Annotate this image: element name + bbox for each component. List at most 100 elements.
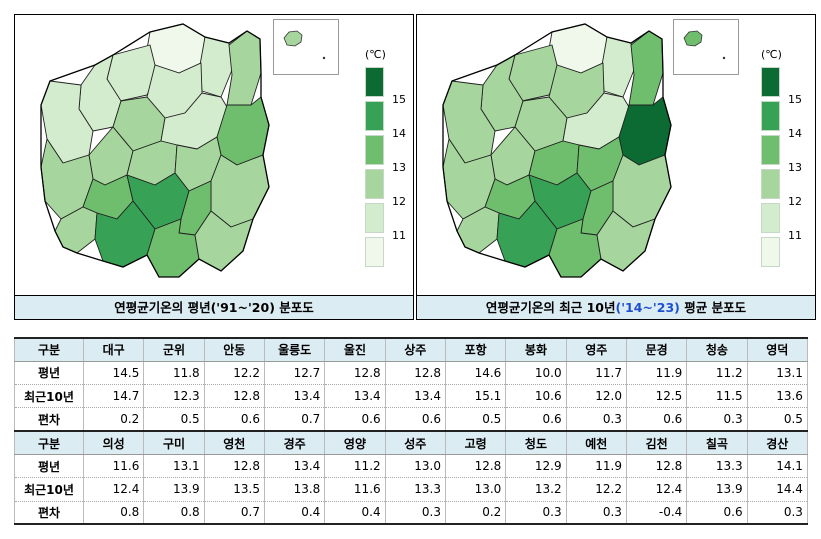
value-cell: 11.6 [82,454,145,479]
legend-tick-label: 12 [788,195,802,208]
value-cell: 14.6 [444,361,507,386]
region-header: 예천 [565,430,627,455]
region-header: 경주 [263,430,326,455]
value-cell: 0.5 [143,407,205,432]
legend-tick-label: 13 [392,161,406,174]
legend-swatch [761,169,780,199]
value-cell: 0.8 [143,501,205,526]
row-label: 편차 [14,501,84,526]
value-cell: 14.4 [746,477,808,502]
value-cell: 13.1 [746,361,808,386]
value-cell: 13.4 [263,454,326,479]
region-header: 영양 [324,430,386,455]
district-region [628,30,664,106]
value-cell: 0.6 [625,407,688,432]
value-cell: 0.3 [686,407,748,432]
value-cell: 12.4 [625,477,688,502]
map-title-text: 연평균기온의 최근 10년 [485,300,616,315]
value-cell: 13.0 [384,454,446,479]
ulleungdo-inset [273,19,339,75]
region-header: 성주 [384,430,446,455]
value-cell: 12.8 [203,384,265,409]
header-label: 구분 [14,336,84,362]
table-row: 편차 0.2 0.5 0.6 0.7 0.6 0.6 0.5 0.6 0.3 0.6 0.3 0.5 [14,407,808,432]
province-outline [442,23,672,278]
value-cell: 0.3 [505,501,567,526]
region-header: 청도 [505,430,567,455]
value-cell: 0.3 [565,501,627,526]
value-cell: 13.3 [384,477,446,502]
legend-tick-label: 11 [392,229,406,242]
legend-swatch [761,135,780,165]
header-label: 구분 [14,430,84,455]
value-cell: 13.6 [746,384,808,409]
map-title-normal: 연평균기온의 평년('91~'20) 분포도 [15,295,413,319]
value-cell: 0.4 [324,501,386,526]
region-header: 안동 [203,336,265,362]
value-cell: 12.3 [143,384,205,409]
value-cell: 0.6 [384,407,446,432]
value-cell: 13.5 [203,477,265,502]
value-cell: 0.3 [746,501,808,526]
region-header: 영주 [565,336,627,362]
region-header: 울릉도 [263,336,326,362]
value-cell: 0.2 [444,501,507,526]
region-header: 상주 [384,336,446,362]
legend-swatch [365,169,384,199]
value-cell: 12.2 [565,477,627,502]
region-header: 군위 [143,336,205,362]
value-cell: 12.9 [505,454,567,479]
value-cell: 13.9 [686,477,748,502]
region-header: 포항 [444,336,507,362]
value-cell: 13.3 [686,454,748,479]
legend-swatch [365,237,384,267]
legend-swatch [365,203,384,233]
district-region [226,30,262,106]
region-header: 대구 [82,336,145,362]
legend-tick-label: 14 [788,127,802,140]
region-header: 경산 [746,430,808,455]
legend-tick-label: 14 [392,127,406,140]
value-cell: 13.4 [263,384,326,409]
value-cell: 11.2 [686,361,748,386]
value-cell: 10.6 [505,384,567,409]
legend-tick-label: 15 [392,93,406,106]
value-cell: 0.7 [263,407,326,432]
legend-recent: (℃) 15 14 13 12 11 [761,48,821,276]
value-cell: 12.8 [324,361,386,386]
map-title-period: ('14~'23) [615,300,680,315]
value-cell: 11.9 [625,361,688,386]
value-cell: 13.0 [444,477,507,502]
value-cell: 0.6 [203,407,265,432]
temperature-table: 구분 대구 군위 안동 울릉도 울진 상주 포항 봉화 영주 문경 청송 영덕 평년 14.5 11.8 12.… [14,336,808,526]
value-cell: 0.5 [746,407,808,432]
district-region [601,36,635,98]
region-header: 영천 [203,430,265,455]
region-header: 영덕 [746,336,808,362]
value-cell: 12.5 [625,384,688,409]
ulleungdo-inset [673,19,739,75]
legend-swatch [761,237,780,267]
region-header: 구미 [143,430,205,455]
value-cell: 13.2 [505,477,567,502]
value-cell: 13.1 [143,454,205,479]
map-title-recent: 연평균기온의 최근 10년('14~'23) 평균 분포도 [417,295,815,319]
map-title-tail: 평균 분포도 [679,300,747,315]
region-header: 봉화 [505,336,567,362]
value-cell: 11.9 [565,454,627,479]
map-panel-normal: (℃) 15 14 13 12 11 연평균기온의 평년('91~'20) 분포도 [14,14,414,320]
row-label: 평년 [14,361,84,386]
legend-unit: (℃) [365,48,386,61]
value-cell: 12.4 [82,477,145,502]
region-header: 청송 [686,336,748,362]
legend-swatch [365,135,384,165]
value-cell: 0.6 [686,501,748,526]
value-cell: 0.6 [505,407,567,432]
value-cell: 13.4 [324,384,386,409]
legend-tick-label: 13 [788,161,802,174]
value-cell: 12.8 [625,454,688,479]
value-cell: 12.2 [203,361,265,386]
value-cell: 11.6 [324,477,386,502]
value-cell: 12.8 [203,454,265,479]
legend-swatch [365,101,384,131]
